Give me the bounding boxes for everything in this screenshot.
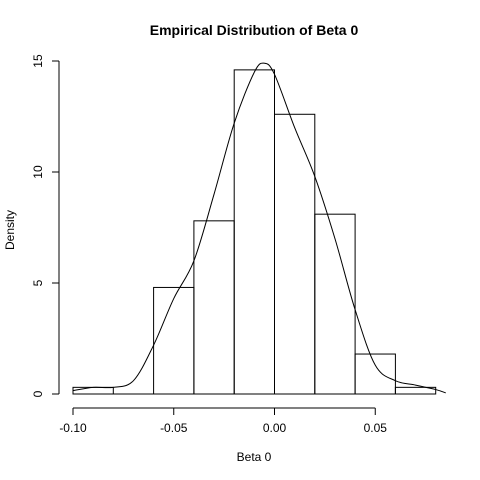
x-tick-label-3: 0.05 bbox=[364, 421, 388, 435]
x-tick-label-1: -0.05 bbox=[160, 421, 188, 435]
density-curve bbox=[72, 62, 446, 394]
histogram-bar-7 bbox=[354, 353, 396, 395]
y-tick-label-0: 0 bbox=[31, 390, 45, 397]
x-axis-label: Beta 0 bbox=[237, 450, 272, 464]
histogram-bar-2 bbox=[153, 286, 195, 395]
histogram-bar-3 bbox=[193, 220, 235, 395]
histogram-bar-6 bbox=[314, 213, 356, 395]
histogram-bars bbox=[72, 69, 437, 395]
y-tick-label-1: 5 bbox=[31, 279, 45, 286]
histogram-bar-4 bbox=[233, 69, 275, 395]
y-tick-label-2: 10 bbox=[31, 165, 45, 179]
y-axis: 0 5 10 15 bbox=[31, 54, 60, 397]
x-tick-label-2: 0.00 bbox=[263, 421, 287, 435]
y-tick-label-3: 15 bbox=[31, 54, 45, 68]
x-axis: -0.10 -0.05 0.00 0.05 bbox=[59, 407, 388, 435]
histogram-bar-5 bbox=[274, 113, 316, 395]
y-axis-label: Density bbox=[3, 210, 17, 250]
histogram-bar-0 bbox=[72, 386, 114, 395]
x-tick-label-0: -0.10 bbox=[59, 421, 87, 435]
chart-title: Empirical Distribution of Beta 0 bbox=[150, 22, 359, 38]
density-curve-group bbox=[72, 62, 446, 394]
histogram-bar-8 bbox=[394, 386, 437, 395]
